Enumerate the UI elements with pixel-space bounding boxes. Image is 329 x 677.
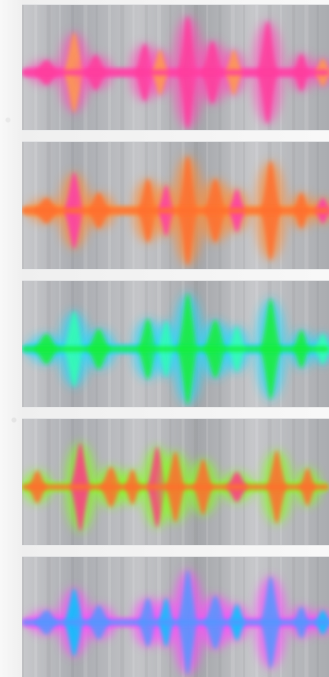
waveform-panel-5-baseline [22,619,329,625]
waveform-panel-5-texture-line [120,557,125,677]
waveform-panel-2-svg [22,142,329,269]
waveform-panel-5-svg [22,557,329,677]
waveform-panel-4-texture-line [58,419,61,545]
waveform-panel-3 [22,280,329,408]
waveform-panel-2 [22,141,329,270]
waveform-panel-4-svg [22,419,329,545]
waveform-panel-4-texture-line [218,419,222,545]
waveform-panel-5 [22,556,329,677]
waveform-panel-1-svg [22,5,329,130]
waveform-panel-2-baseline [22,208,329,214]
waveform-panel-1-texture-line [22,5,24,130]
waveform-panel-3-svg [22,281,329,407]
waveform-panel-4-baseline [22,484,329,490]
waveform-panel-2-texture-line [22,142,24,269]
waveform-panel-1-baseline [22,70,329,75]
waveform-panel-4-texture-line [292,419,296,545]
waveform-panel-3-texture-line [22,281,24,407]
waveform-panel-3-baseline [22,346,329,352]
waveform-panel-4-texture-line [255,419,259,545]
waveform-panel-2-texture-line [120,142,125,269]
waveform-panel-4 [22,418,329,546]
waveform-panel-1 [22,4,329,131]
waveform-panel-5-texture-line [22,557,24,677]
waveform-panel-3-texture-line [120,281,125,407]
